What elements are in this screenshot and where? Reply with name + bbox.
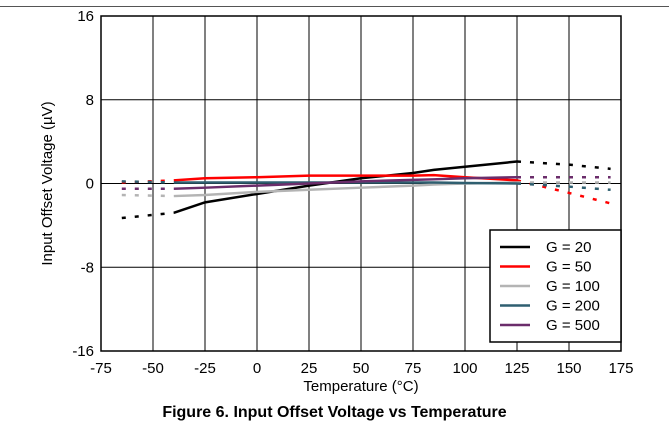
x-tick-label: -50 <box>142 360 164 377</box>
series-line <box>173 175 518 190</box>
series-line-dotted-high <box>516 160 611 171</box>
x-tick-label: 175 <box>608 360 633 377</box>
legend-label: G = 50 <box>546 259 591 276</box>
x-tick-label: 0 <box>253 360 261 377</box>
series-line <box>173 173 518 182</box>
plot-frame <box>100 15 622 352</box>
series-2 <box>121 173 611 205</box>
legend-label: G = 500 <box>546 317 600 334</box>
x-tick-label: -75 <box>90 360 112 377</box>
y-tick-label: -8 <box>81 259 94 276</box>
series-line-dotted-high <box>516 182 611 192</box>
series-line-dotted-low <box>121 211 174 220</box>
y-axis-label: Input Offset Voltage (µV) <box>39 101 56 265</box>
series-line-dotted-low <box>121 179 174 184</box>
x-tick-label: 150 <box>556 360 581 377</box>
x-tick-label: -25 <box>194 360 216 377</box>
series-line <box>173 181 518 198</box>
x-axis-label: Temperature (°C) <box>303 378 418 395</box>
series-1 <box>121 160 611 220</box>
x-tick-label: 125 <box>504 360 529 377</box>
x-tick-label: 75 <box>405 360 422 377</box>
series-line-dotted-high <box>516 179 611 205</box>
x-tick-label: 25 <box>301 360 318 377</box>
tick-labels: -75 -50 -25 0 25 50 75 100 125 150 175 -16 -8 0 8 16 <box>72 8 633 377</box>
y-tick-label: 16 <box>77 8 94 25</box>
top-rule <box>0 6 669 7</box>
series-5 <box>121 175 611 190</box>
y-tick-label: 8 <box>86 92 94 109</box>
y-tick-label: -16 <box>72 343 94 360</box>
series-line-dotted-low <box>121 193 174 198</box>
legend-label: G = 20 <box>546 239 591 256</box>
series-line <box>173 160 518 214</box>
x-tick-label: 100 <box>452 360 477 377</box>
x-tick-label: 50 <box>353 360 370 377</box>
series-line-dotted-low <box>121 180 174 184</box>
y-tick-label: 0 <box>86 176 94 193</box>
legend: G = 20 G = 50 G = 100 G = 200 G = 500 <box>489 229 622 343</box>
series-layer <box>121 160 611 220</box>
legend-label: G = 100 <box>546 278 600 295</box>
figure-caption: Figure 6. Input Offset Voltage vs Temper… <box>162 404 507 421</box>
legend-label: G = 200 <box>546 298 600 315</box>
